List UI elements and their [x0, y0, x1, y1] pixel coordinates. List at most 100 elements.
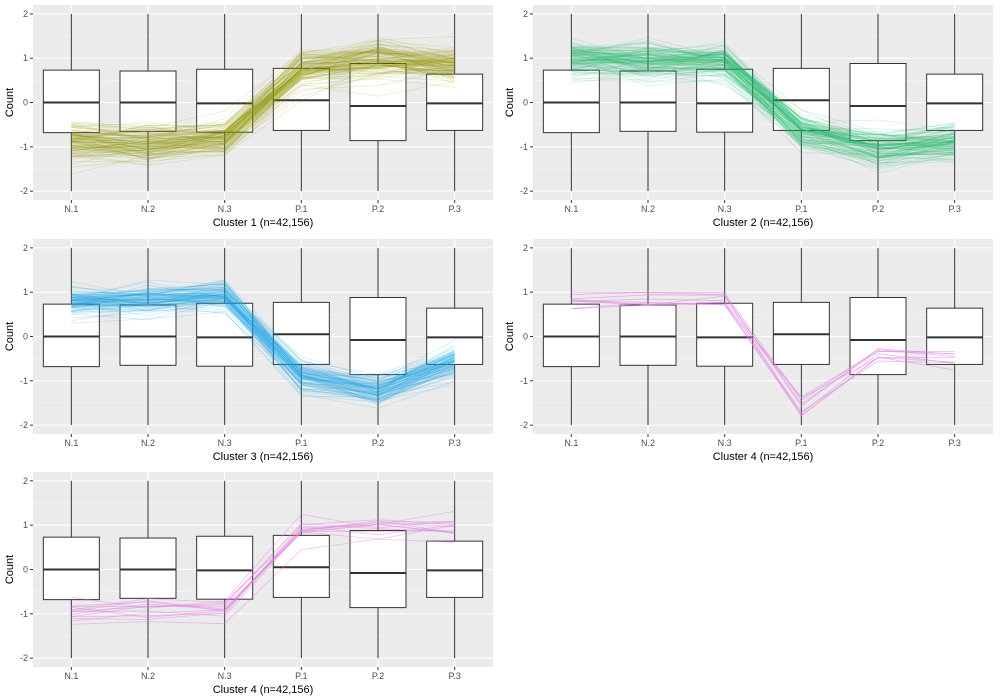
trend-line [571, 49, 955, 150]
trend-line [71, 50, 455, 137]
y-tick-label: -1 [20, 142, 28, 152]
x-tick-label: P.3 [948, 204, 960, 214]
y-tick-label: 0 [23, 332, 28, 342]
trend-line [71, 45, 455, 161]
trend-line [571, 294, 955, 405]
trend-line [71, 311, 455, 397]
trend-line [71, 62, 455, 151]
trend-line [71, 66, 455, 158]
trend-line [71, 279, 455, 383]
trend-line [71, 281, 455, 393]
trend-line [71, 524, 455, 620]
trend-line [71, 62, 455, 155]
trend-line [71, 64, 455, 160]
trend-line [71, 296, 455, 390]
y-axis-title: Count [4, 322, 16, 351]
trend-line [571, 37, 955, 130]
trend-line [571, 53, 955, 154]
trend-line [71, 296, 455, 394]
trend-line [71, 69, 455, 151]
x-axis: N.1 N.2 N.3 P.1 P.2 P.3 [64, 200, 461, 214]
x-tick-label: P.2 [872, 438, 884, 448]
y-tick-label: -1 [520, 142, 528, 152]
trend-line [71, 521, 455, 610]
box [119, 537, 177, 599]
trend-line [71, 286, 455, 384]
trend-line [71, 289, 455, 399]
trend-line [71, 295, 455, 403]
trend-line [71, 71, 455, 153]
trend-line [71, 301, 455, 400]
trend-line [71, 52, 455, 135]
trend-line [71, 298, 455, 396]
trend-line [71, 54, 455, 148]
trend-line [71, 291, 455, 383]
boxplots [42, 480, 484, 659]
trend-line [71, 59, 455, 147]
trend-line [571, 53, 955, 147]
trend-line [71, 50, 455, 137]
y-tick-label: 2 [23, 243, 28, 253]
trend-line [71, 283, 455, 393]
trend-line [71, 62, 455, 159]
trend-line [71, 81, 455, 166]
trend-line [571, 46, 955, 135]
panel-cluster-3: -2 -1 0 1 2 N.1 N.2 N.3 P.1 P.2 P.3 Cluster 3 (n=42… [0, 234, 500, 466]
trend-line [571, 67, 955, 164]
trend-line [71, 46, 455, 152]
y-axis: -2 -1 0 1 2 [20, 9, 33, 196]
trend-line [571, 60, 955, 147]
y-tick-label: -1 [20, 376, 28, 386]
trend-line [71, 281, 455, 380]
trend-line [71, 52, 455, 131]
trend-line [571, 52, 955, 146]
trend-line [71, 286, 455, 381]
plot-svg: -2 -1 0 1 2 N.1 N.2 N.3 P.1 P.2 P.3 Cluster 4 (n=42… [4, 472, 493, 696]
trend-line [571, 79, 955, 163]
trend-line [71, 49, 455, 144]
trend-line [571, 61, 955, 157]
y-tick-label: 2 [23, 9, 28, 19]
x-tick-label: N.1 [64, 438, 78, 448]
trend-line [571, 52, 955, 146]
x-tick-label: N.2 [141, 204, 155, 214]
x-axis: N.1 N.2 N.3 P.1 P.2 P.3 [564, 434, 961, 448]
trend-line [571, 300, 955, 414]
trend-line [71, 298, 455, 394]
box [349, 530, 407, 609]
trend-line [71, 60, 455, 141]
trend-line [571, 63, 955, 157]
trend-line [71, 56, 455, 142]
trend-line [571, 56, 955, 141]
x-tick-label: P.3 [948, 438, 960, 448]
trend-line [71, 283, 455, 375]
trend-line [71, 52, 455, 155]
trend-line [71, 300, 455, 385]
x-tick-label: N.2 [641, 438, 655, 448]
trend-line [71, 52, 455, 155]
trend-line [71, 308, 455, 409]
trend-line [71, 59, 455, 149]
trend-line [71, 60, 455, 153]
trend-line [571, 49, 955, 151]
x-tick-label: P.2 [872, 204, 884, 214]
trend-line [71, 47, 455, 152]
trend-line [71, 57, 455, 154]
trend-line [571, 53, 955, 151]
trend-line [571, 44, 955, 147]
trend-line [571, 43, 955, 147]
trend-line [571, 52, 955, 159]
boxplots [542, 247, 984, 426]
trend-line [71, 289, 455, 390]
x-tick-label: N.1 [64, 671, 78, 681]
y-tick-label: -2 [520, 186, 528, 196]
trend-line [71, 298, 455, 393]
trend-line [571, 52, 955, 143]
trend-line [571, 59, 955, 144]
trend-line [571, 49, 955, 158]
trend-line [571, 54, 955, 162]
trend-line [71, 63, 455, 144]
trend-line [571, 50, 955, 143]
trend-line [71, 293, 455, 385]
trend-line [71, 56, 455, 139]
